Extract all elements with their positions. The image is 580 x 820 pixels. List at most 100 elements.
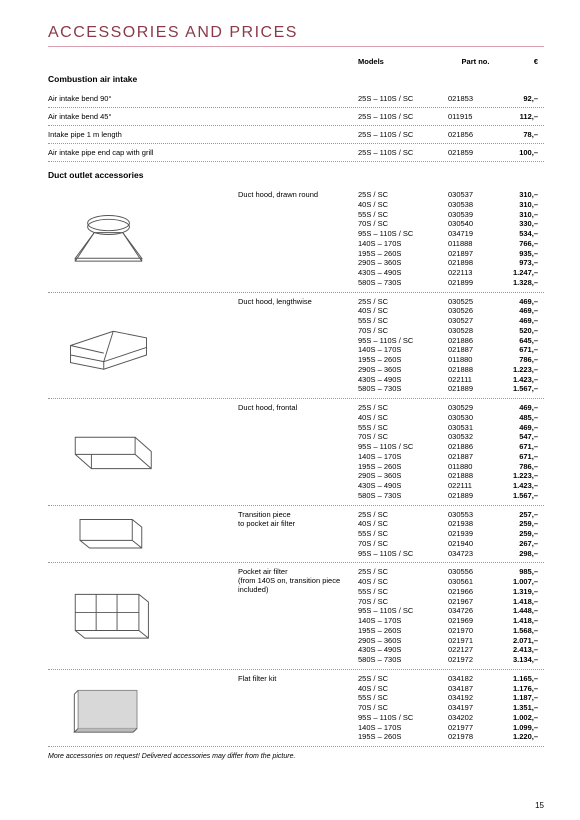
variant-model: 195S – 260S [358, 626, 448, 636]
variant-model: 195S – 260S [358, 355, 448, 365]
variant-price: 485,– [503, 413, 538, 423]
variant-model: 95S – 110S / SC [358, 713, 448, 723]
variant-model: 290S – 360S [358, 471, 448, 481]
variant-model: 55S / SC [358, 693, 448, 703]
variant-price: 534,– [503, 229, 538, 239]
variant-model: 430S – 490S [358, 645, 448, 655]
row-name: Air intake bend 90° [48, 94, 358, 103]
variant-model: 25S / SC [358, 190, 448, 200]
variant-price: 1.165,– [503, 674, 538, 684]
variant-part: 021899 [448, 278, 503, 288]
variant-part: 034182 [448, 674, 503, 684]
variant-part: 030528 [448, 326, 503, 336]
variant-model: 55S / SC [358, 316, 448, 326]
variant-part: 034726 [448, 606, 503, 616]
variant-price: 298,– [503, 549, 538, 559]
variant-row: 25S / SC030556985,– [358, 567, 544, 577]
variant-price: 469,– [503, 306, 538, 316]
column-header-row: Models Part no. € [48, 57, 544, 66]
variant-model: 95S – 110S / SC [358, 229, 448, 239]
variant-price: 267,– [503, 539, 538, 549]
variant-part: 030530 [448, 413, 503, 423]
variant-row: 40S / SC021938259,– [358, 519, 544, 529]
variant-part: 030531 [448, 423, 503, 433]
variant-row: 55S / SC0219661.319,– [358, 587, 544, 597]
variant-row: 70S / SC0341971.351,– [358, 703, 544, 713]
variant-model: 290S – 360S [358, 636, 448, 646]
price-row: Air intake bend 90°25S – 110S / SC021853… [48, 90, 544, 108]
variant-part: 011888 [448, 239, 503, 249]
footnote: More accessories on request! Delivered a… [48, 753, 544, 760]
variant-part: 034723 [448, 549, 503, 559]
variant-part: 021887 [448, 345, 503, 355]
variant-row: 70S / SC0219671.418,– [358, 597, 544, 607]
variant-price: 671,– [503, 452, 538, 462]
variant-price: 469,– [503, 297, 538, 307]
variant-model: 70S / SC [358, 219, 448, 229]
variant-price: 1.418,– [503, 597, 538, 607]
variant-row: 25S / SC030537310,– [358, 190, 544, 200]
variant-row: 25S / SC0341821.165,– [358, 674, 544, 684]
variant-price: 671,– [503, 442, 538, 452]
variant-row: 40S / SC030538310,– [358, 200, 544, 210]
section-title-combustion: Combustion air intake [48, 74, 544, 84]
variant-price: 469,– [503, 316, 538, 326]
variant-row: 70S / SC021940267,– [358, 539, 544, 549]
variant-price: 1.423,– [503, 375, 538, 385]
variant-model: 70S / SC [358, 432, 448, 442]
variant-model: 195S – 260S [358, 249, 448, 259]
variant-price: 259,– [503, 529, 538, 539]
variant-price: 1.567,– [503, 384, 538, 394]
variant-model: 580S – 730S [358, 655, 448, 665]
variant-model: 40S / SC [358, 306, 448, 316]
variant-part: 030529 [448, 403, 503, 413]
row-name: Air intake pipe end cap with grill [48, 148, 358, 157]
product-block: Pocket air filter(from 140S on, transiti… [48, 563, 544, 670]
page-number: 15 [535, 801, 544, 810]
variant-part: 021938 [448, 519, 503, 529]
variant-price: 985,– [503, 567, 538, 577]
variant-model: 40S / SC [358, 200, 448, 210]
row-part: 021859 [448, 148, 503, 157]
variant-part: 030538 [448, 200, 503, 210]
variant-part: 034197 [448, 703, 503, 713]
product-image [48, 567, 168, 665]
variant-price: 469,– [503, 403, 538, 413]
variant-row: 195S – 260S0219781.220,– [358, 732, 544, 742]
variant-row: 40S / SC030530485,– [358, 413, 544, 423]
variant-part: 030537 [448, 190, 503, 200]
col-header-part: Part no. [448, 57, 503, 66]
row-price: 78,– [503, 130, 538, 139]
row-part: 011915 [448, 112, 503, 121]
variant-price: 547,– [503, 432, 538, 442]
row-price: 92,– [503, 94, 538, 103]
variant-row: 70S / SC030532547,– [358, 432, 544, 442]
variant-price: 1.568,– [503, 626, 538, 636]
variant-row: 55S / SC030527469,– [358, 316, 544, 326]
variant-row: 195S – 260S021897935,– [358, 249, 544, 259]
variant-model: 140S – 170S [358, 723, 448, 733]
variant-model: 95S – 110S / SC [358, 336, 448, 346]
row-price: 112,– [503, 112, 538, 121]
variant-model: 95S – 110S / SC [358, 442, 448, 452]
variant-part: 011880 [448, 355, 503, 365]
row-part: 021853 [448, 94, 503, 103]
variant-row: 290S – 360S0218881.223,– [358, 365, 544, 375]
variant-part: 021966 [448, 587, 503, 597]
variant-part: 030532 [448, 432, 503, 442]
variant-row: 290S – 360S021898973,– [358, 258, 544, 268]
variant-model: 140S – 170S [358, 239, 448, 249]
product-name: Duct hood, drawn round [238, 190, 358, 288]
variant-part: 030561 [448, 577, 503, 587]
variant-price: 259,– [503, 519, 538, 529]
page-title: ACCESSORIES AND PRICES [48, 24, 544, 42]
variant-part: 021888 [448, 471, 503, 481]
product-name: Duct hood, lengthwise [238, 297, 358, 395]
variant-row: 430S – 490S0221131.247,– [358, 268, 544, 278]
variant-row: 25S / SC030529469,– [358, 403, 544, 413]
title-underline [48, 46, 544, 47]
variant-row: 95S – 110S / SC034723298,– [358, 549, 544, 559]
variant-price: 973,– [503, 258, 538, 268]
variant-part: 021887 [448, 452, 503, 462]
variant-part: 021898 [448, 258, 503, 268]
